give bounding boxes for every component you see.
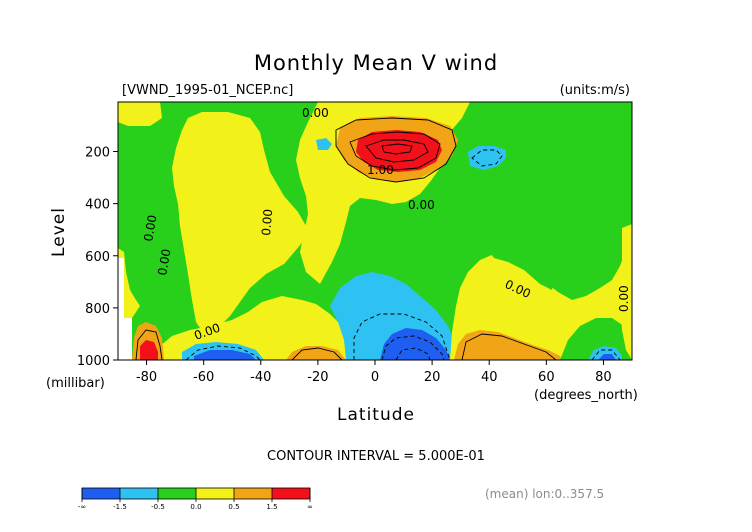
y-tick-label: 200 <box>85 146 110 161</box>
x-tick-label: -60 <box>193 370 214 385</box>
contour-subtropics-low <box>291 347 343 360</box>
fill-yellow-top-left <box>118 102 162 126</box>
contour-zero-jet <box>335 117 457 183</box>
contour-cyan-upper <box>471 149 503 167</box>
x-axis-units: (degrees_north) <box>534 388 638 403</box>
contour-south-polar <box>135 329 163 360</box>
x-tick-label: 20 <box>424 370 441 385</box>
colorbar-swatch <box>234 488 272 499</box>
x-tick-label: 60 <box>538 370 555 385</box>
y-axis-units: (millibar) <box>46 376 105 391</box>
chart-title: Monthly Mean V wind <box>254 51 498 75</box>
contour-jet-inner-1 <box>349 131 441 171</box>
colorbar-swatch <box>120 488 158 499</box>
fill-green-north-tongue <box>488 236 556 290</box>
x-tick-label: -80 <box>136 370 157 385</box>
x-tick-label: -40 <box>250 370 271 385</box>
x-tick-label: 80 <box>595 370 612 385</box>
y-tick-label: 800 <box>85 302 110 317</box>
fill-yellow-north-polar <box>620 224 632 360</box>
contour-label: 0.00 <box>617 285 631 312</box>
x-axis-title: Latitude <box>337 405 415 425</box>
contour-label: 0.00 <box>141 214 159 243</box>
colorbar-label: -∞ <box>78 503 86 511</box>
y-axis: 200 400 600 800 1000 <box>77 146 118 369</box>
colorbar-label: ∞ <box>307 503 313 511</box>
contour-label: 0.00 <box>302 106 329 120</box>
colorbar-label: -1.5 <box>113 503 127 511</box>
contour-north-surface <box>591 349 621 360</box>
units-label: (units:m/s) <box>560 83 630 98</box>
colorbar-swatch <box>196 488 234 499</box>
fill-blue-north-surface <box>598 354 616 360</box>
colorbar-swatch <box>272 488 310 499</box>
contour-jet-inner-2 <box>365 139 429 163</box>
file-label: [VWND_1995-01_NCEP.nc] <box>122 83 293 98</box>
contour-label: 0.00 <box>408 198 435 212</box>
y-tick-label: 400 <box>85 198 110 213</box>
contour-low-tropics-1 <box>353 313 451 360</box>
contour-north-low <box>461 333 557 360</box>
colorbar-swatch <box>158 488 196 499</box>
contour-interval: CONTOUR INTERVAL = 5.000E-01 <box>267 449 485 464</box>
x-tick-label: 40 <box>481 370 498 385</box>
colorbar-label: 1.5 <box>266 503 277 511</box>
contour-label: 1.00 <box>367 163 394 177</box>
contour-jet-inner-3 <box>381 143 413 155</box>
y-axis-title: Level <box>49 207 69 257</box>
colorbar: -∞ -1.5 -0.5 0.0 0.5 1.5 ∞ <box>78 487 313 511</box>
colorbar-label: 0.0 <box>190 503 201 511</box>
contour-label: 0.00 <box>259 208 275 236</box>
contour-fill-layer <box>118 102 632 360</box>
contour-low-tropics-2 <box>381 335 445 360</box>
colorbar-label: -0.5 <box>151 503 165 511</box>
footer-note: (mean) lon:0..357.5 <box>485 487 604 501</box>
fill-blue-low-tropics <box>380 328 450 360</box>
fill-cyan-upper-small <box>316 138 332 150</box>
fill-red-upper-jet <box>356 130 442 172</box>
contour-label: 0.00 <box>155 248 173 277</box>
x-axis: -80 -60 -40 -20 0 20 40 60 80 <box>136 360 612 385</box>
x-tick-label: -20 <box>307 370 328 385</box>
colorbar-swatch <box>82 488 120 499</box>
fill-blue-south-surface <box>194 350 256 360</box>
fill-orange-low-subtropics <box>286 346 346 360</box>
fill-white-missing <box>118 318 132 360</box>
y-tick-label: 600 <box>85 250 110 265</box>
fill-white-missing-left <box>118 258 124 318</box>
fill-red-south-polar <box>140 340 158 360</box>
contour-label-layer: 0.00 1.00 0.00 0.00 0.00 0.00 0.00 0.00 … <box>141 106 631 343</box>
fill-yellow-southern-midlat <box>172 112 306 334</box>
y-tick-label: 1000 <box>77 354 110 369</box>
colorbar-label: 0.5 <box>228 503 239 511</box>
x-tick-label: 0 <box>371 370 379 385</box>
contour-line-layer <box>135 117 621 360</box>
fill-orange-north-low <box>454 330 562 360</box>
contour-low-tropics-3 <box>395 347 431 360</box>
